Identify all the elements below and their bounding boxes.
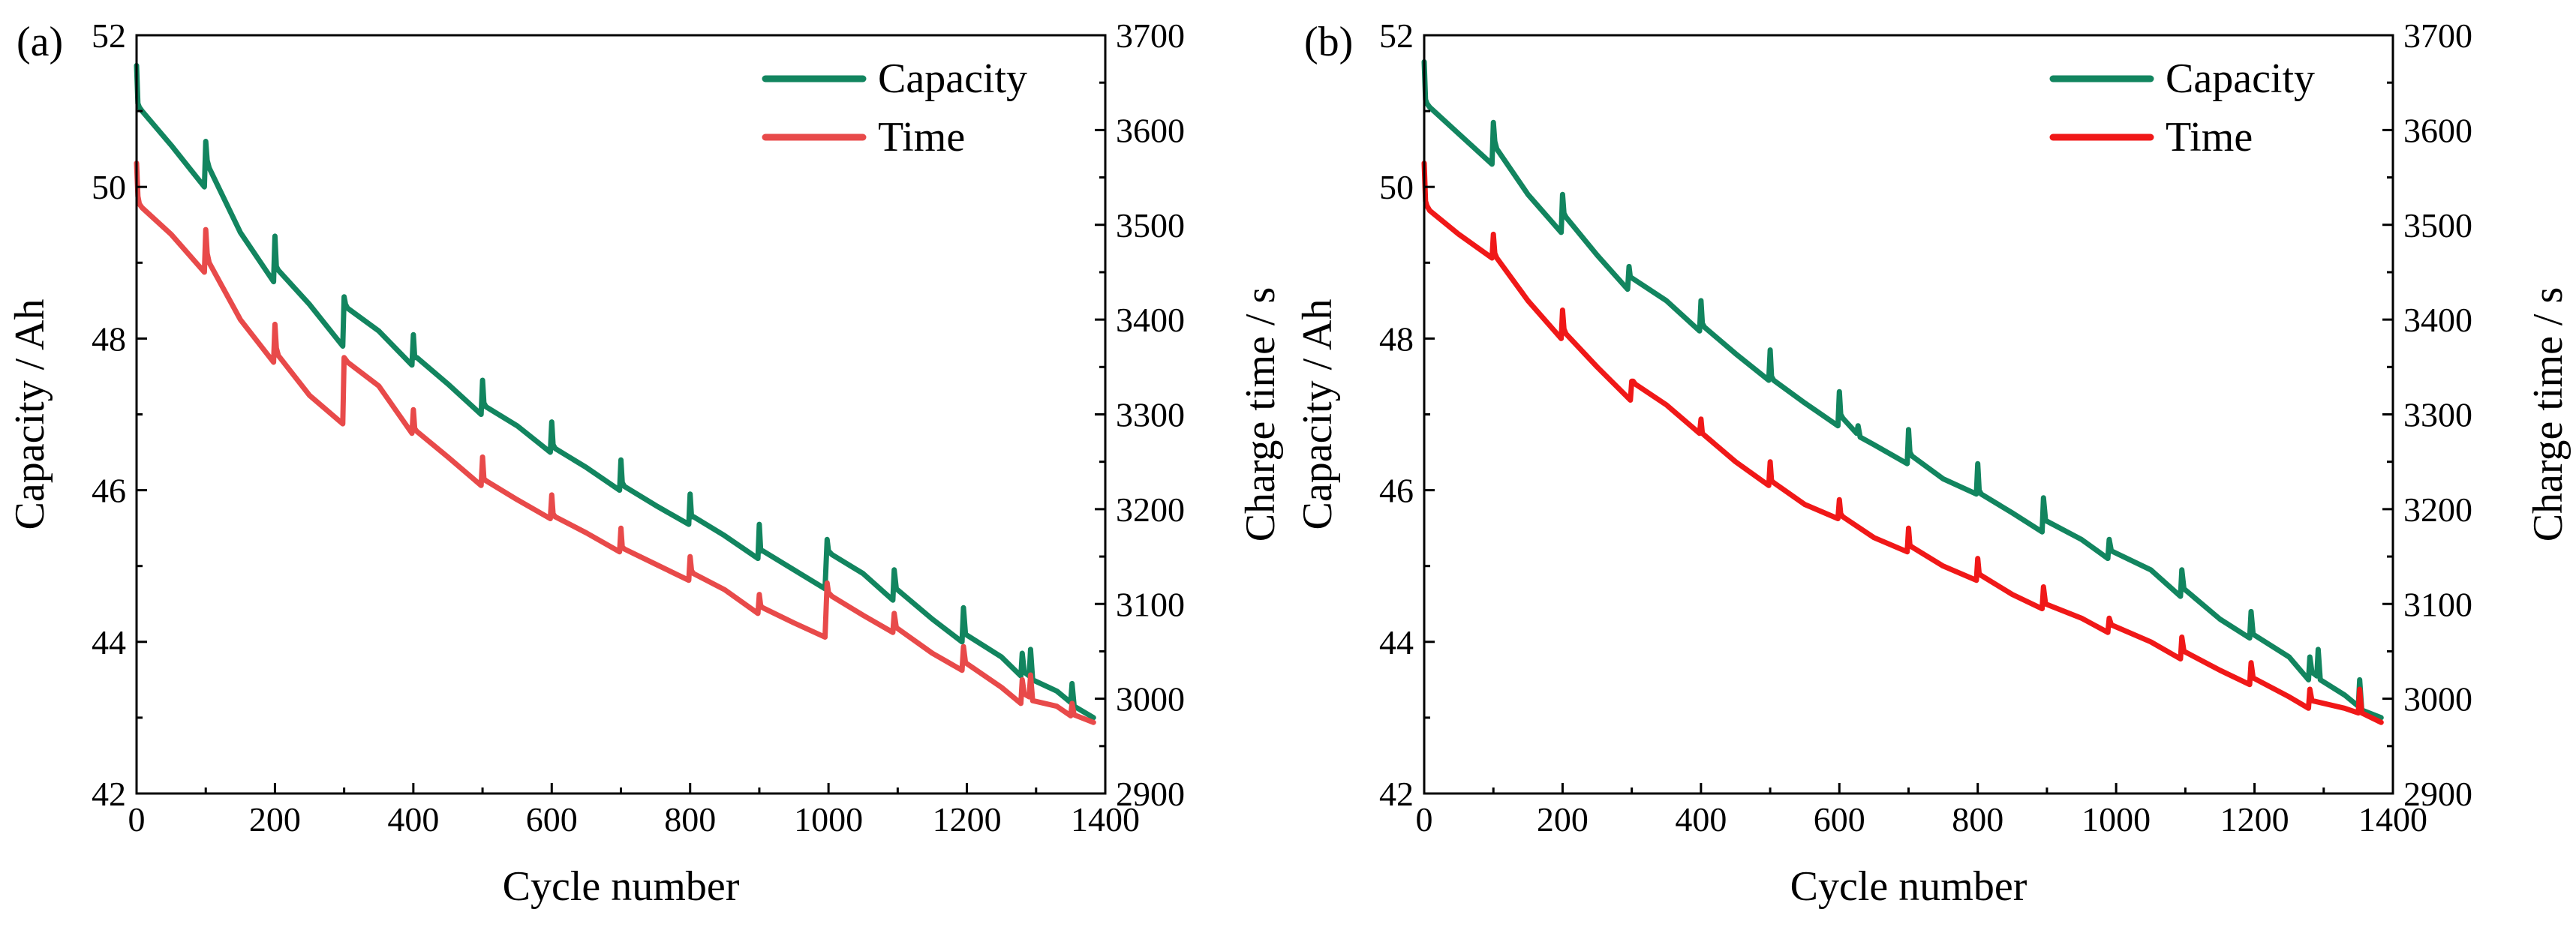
series-line-capacity xyxy=(1421,58,2384,721)
x-tick-label: 400 xyxy=(387,800,439,838)
y2-tick-label: 3600 xyxy=(1116,111,1185,149)
y2-tick-label: 2900 xyxy=(1116,775,1185,813)
x-tick-label: 0 xyxy=(128,800,146,838)
y-tick-label: 50 xyxy=(1379,168,1414,206)
y-tick-label: 52 xyxy=(1379,16,1414,55)
y2-tick-label: 3200 xyxy=(2403,490,2472,529)
panel-label: (a) xyxy=(17,19,63,65)
y2-tick-label: 3300 xyxy=(1116,396,1185,434)
y2-tick-label: 3400 xyxy=(2403,301,2472,339)
x-tick-label: 800 xyxy=(664,800,716,838)
y-tick-label: 44 xyxy=(1379,623,1414,662)
y2-tick-label: 3700 xyxy=(2403,16,2472,55)
legend-label-time: Time xyxy=(878,114,965,160)
x-tick-label: 600 xyxy=(1814,800,1865,838)
y-tick-label: 44 xyxy=(92,623,126,662)
x-tick-label: 1400 xyxy=(1071,800,1140,838)
y-tick-label: 42 xyxy=(92,775,126,813)
chart-panel-a: 0 200 400 600 800 1000 1200 1400 42 44 46 48 50 52 290… xyxy=(7,16,1284,910)
x-tick-label: 400 xyxy=(1675,800,1727,838)
y2-tick-label: 3100 xyxy=(2403,585,2472,623)
x-tick-label: 600 xyxy=(526,800,578,838)
y-axis-title: Capacity / Ah xyxy=(7,299,53,530)
x-tick-label: 1000 xyxy=(794,800,863,838)
legend-label-capacity: Capacity xyxy=(2166,56,2315,102)
y2-tick-label: 3400 xyxy=(1116,301,1185,339)
x-tick-label: 0 xyxy=(1416,800,1433,838)
y-tick-label: 48 xyxy=(1379,320,1414,358)
y-tick-label: 42 xyxy=(1379,775,1414,813)
series-line-time xyxy=(134,160,1096,725)
y2-tick-label: 3600 xyxy=(2403,111,2472,149)
x-axis-title: Cycle number xyxy=(1790,863,2027,910)
y2-tick-label: 3500 xyxy=(1116,206,1185,244)
y2-tick-label: 3700 xyxy=(1116,16,1185,55)
y-axis-title: Capacity / Ah xyxy=(1294,299,1341,530)
y-tick-label: 46 xyxy=(92,472,126,510)
panel-label: (b) xyxy=(1304,19,1353,65)
legend-label-time: Time xyxy=(2166,114,2253,160)
x-tick-label: 1400 xyxy=(2358,800,2427,838)
x-tick-label: 800 xyxy=(1952,800,2003,838)
y2-axis-title: Charge time / s xyxy=(2525,287,2571,542)
series-line-time xyxy=(1421,160,2384,725)
y2-tick-label: 3000 xyxy=(2403,680,2472,718)
x-axis-title: Cycle number xyxy=(503,863,740,910)
x-tick-label: 200 xyxy=(1537,800,1589,838)
y2-tick-label: 2900 xyxy=(2403,775,2472,813)
y-tick-label: 52 xyxy=(92,16,126,55)
y2-axis-title: Charge time / s xyxy=(1237,287,1284,542)
y-tick-label: 48 xyxy=(92,320,126,358)
x-tick-label: 1200 xyxy=(933,800,1002,838)
chart-svg-b: 0 200 400 600 800 1000 1200 1400 42 44 46 48 50 52 290… xyxy=(1294,16,2571,910)
y2-tick-label: 3300 xyxy=(2403,396,2472,434)
y2-tick-label: 3000 xyxy=(1116,680,1185,718)
y2-tick-label: 3500 xyxy=(2403,206,2472,244)
x-tick-label: 200 xyxy=(249,800,301,838)
x-tick-label: 1200 xyxy=(2220,800,2289,838)
y2-tick-label: 3200 xyxy=(1116,490,1185,529)
chart-svg-a: 0 200 400 600 800 1000 1200 1400 42 44 46 48 50 52 290… xyxy=(7,16,1284,910)
y-tick-label: 46 xyxy=(1379,472,1414,510)
chart-panel-b: 0 200 400 600 800 1000 1200 1400 42 44 46 48 50 52 290… xyxy=(1288,0,2575,930)
y2-tick-label: 3100 xyxy=(1116,585,1185,623)
x-tick-label: 1000 xyxy=(2082,800,2151,838)
legend-label-capacity: Capacity xyxy=(878,56,1027,102)
y-tick-label: 50 xyxy=(92,168,126,206)
series-line-capacity xyxy=(134,62,1096,721)
